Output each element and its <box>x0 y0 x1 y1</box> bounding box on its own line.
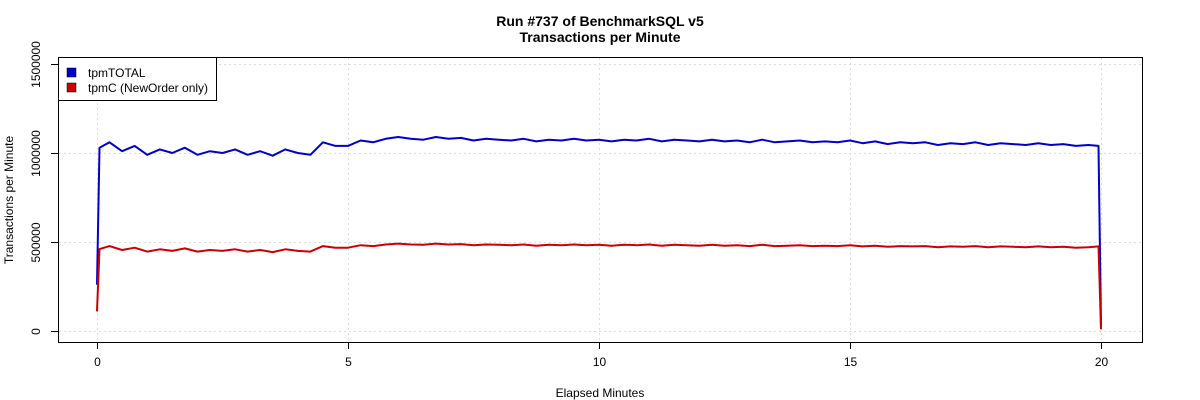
series-line-tpmc <box>96 242 1102 330</box>
grid <box>59 58 1142 342</box>
plot-frame <box>58 57 1143 343</box>
axes: 0 5 10 15 20 0 500000 1000000 1500000 <box>29 41 1108 369</box>
x-tick-label: 15 <box>844 355 858 369</box>
legend-label-tpmc: tpmC (NewOrder only) <box>88 81 208 95</box>
y-tick-label: 1000000 <box>29 130 43 177</box>
y-tick-label: 500000 <box>29 222 43 262</box>
x-tick-label: 10 <box>593 355 607 369</box>
chart-subtitle: Transactions per Minute <box>519 29 680 45</box>
series-lines <box>96 136 1102 330</box>
legend-swatch-tpmc <box>66 82 77 93</box>
series-line-tpmtotal <box>96 136 1102 326</box>
legend-swatch-tpmtotal <box>66 67 77 78</box>
x-axis-label: Elapsed Minutes <box>556 386 645 400</box>
y-axis-label: Transactions per Minute <box>2 136 16 265</box>
x-tick-label: 0 <box>94 355 101 369</box>
y-tick-label: 0 <box>29 328 43 335</box>
chart-title: Run #737 of BenchmarkSQL v5 <box>496 13 704 29</box>
x-tick-label: 5 <box>345 355 352 369</box>
x-tick-label: 20 <box>1095 355 1109 369</box>
legend-label-tpmtotal: tpmTOTAL <box>88 66 146 80</box>
legend: tpmTOTAL tpmC (NewOrder only) <box>58 57 217 101</box>
y-tick-label: 1500000 <box>29 41 43 88</box>
legend-box <box>58 57 217 101</box>
